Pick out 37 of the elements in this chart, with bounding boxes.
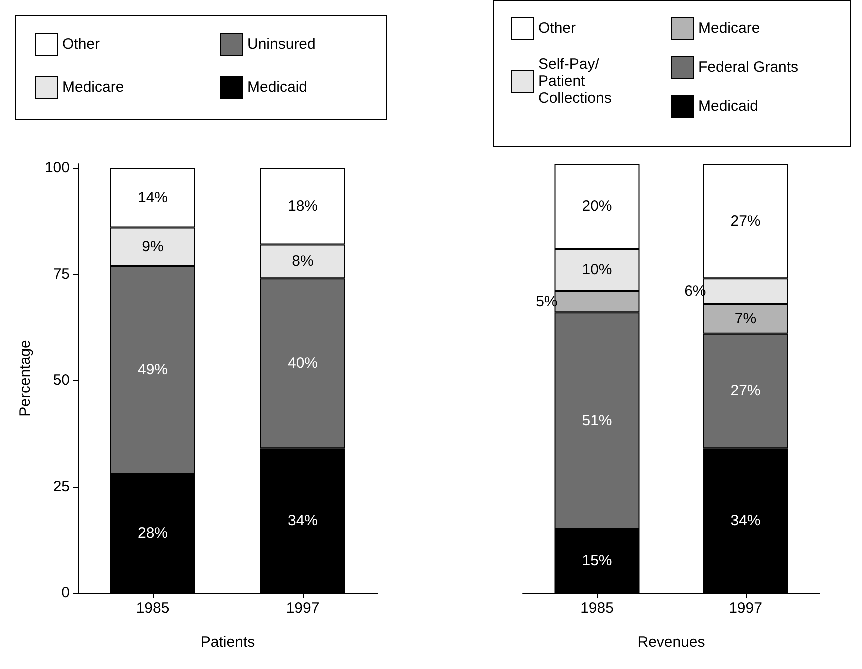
data-label: 34% [730,512,761,530]
legend-label: Other [538,20,576,37]
y-tick-label: 25 [53,478,70,496]
legend-label: Federal Grants [698,59,799,76]
data-label: 34% [288,512,318,530]
y-tick-label: 50 [53,372,70,390]
data-label: 18% [288,198,318,215]
y-tick-label: 0 [62,584,70,602]
y-axis-title: Percentage [17,340,34,417]
data-label: 10% [582,262,612,279]
data-label: 40% [288,355,318,372]
y-tick-label: 75 [53,266,70,283]
data-label: 14% [138,189,168,206]
x-axis-title: Revenues [638,634,706,651]
data-label: 20% [582,198,612,215]
data-label: 27% [730,212,761,230]
legend-label: Uninsured [248,36,316,53]
data-label: 15% [582,552,612,570]
x-tick-label: 1985 [136,600,170,617]
x-tick-label: 1997 [729,600,762,617]
legend-label: Medicaid [698,98,759,115]
data-label: 51% [582,412,612,430]
data-label: 49% [138,362,168,379]
x-tick-label: 1997 [286,600,320,617]
y-tick-label: 100 [44,160,70,177]
legend-label: Self-Pay/ Patient Collections [538,56,612,107]
legend-label: Medicare [698,20,760,37]
legend-label: Medicare [62,79,124,96]
legend-label: Other [62,36,100,53]
data-label: 28% [138,525,168,542]
data-label: 9% [142,238,164,256]
x-tick-label: 1985 [580,600,614,617]
data-label: 7% [734,310,757,328]
data-label: 27% [730,382,761,400]
x-axis-title: Patients [200,634,256,651]
legend-label: Medicaid [248,79,308,96]
data-label: 8% [292,253,314,270]
